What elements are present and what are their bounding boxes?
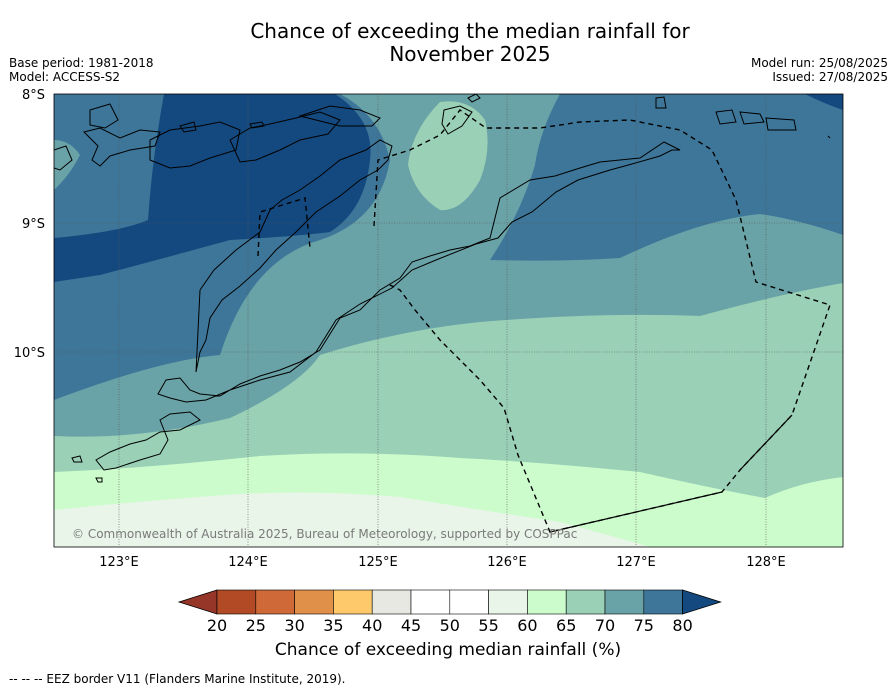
- colorbar-bin-65-70: [565, 589, 606, 615]
- region-55-60: [54, 492, 650, 547]
- lon-label-123e: 123°E: [99, 555, 139, 570]
- region-over-80: [54, 94, 371, 282]
- colorbar-bin-20-25: [216, 589, 257, 615]
- eez-border-solid: [549, 414, 793, 533]
- colorbar-tick-label: 45: [401, 616, 421, 635]
- region-over-80-ne: [805, 94, 843, 110]
- eez-border: [257, 109, 831, 533]
- title-line2: November 2025: [389, 42, 551, 66]
- colorbar-tick-label: 30: [284, 616, 304, 635]
- title-line1: Chance of exceeding the median rainfall …: [250, 19, 690, 43]
- map-area: © Commonwealth of Australia 2025, Bureau…: [54, 94, 843, 547]
- footer-legend: -- -- -- EEZ border V11 (Flanders Marine…: [9, 672, 346, 686]
- colorbar-tick-label: 25: [246, 616, 266, 635]
- model-run: Model run: 25/08/2025: [750, 56, 888, 70]
- meta-right: Model run: 25/08/2025 Issued: 27/08/2025: [751, 56, 888, 84]
- colorbar-tick-label: 80: [672, 616, 692, 635]
- colorbar-bin-50-55: [449, 589, 489, 615]
- colorbar-tick-label: 20: [207, 616, 227, 635]
- colorbar-label: Chance of exceeding median rainfall (%): [274, 640, 622, 660]
- colorbar-over-arrow: [682, 589, 722, 615]
- colorbar-bin-30-35: [294, 589, 334, 615]
- gridlines: [54, 94, 843, 547]
- region-70-75-west: [54, 140, 80, 190]
- colorbar: 20 25 30 35 40 45 50 55 60 65 70 75 80: [177, 589, 722, 635]
- colorbar-tick-label: 75: [634, 616, 654, 635]
- colorbar-bin-60-65: [527, 589, 567, 615]
- issued-date: Issued: 27/08/2025: [772, 70, 888, 84]
- colorbar-bin-70-75: [604, 589, 645, 615]
- lat-label-10s: 10°S: [14, 346, 45, 361]
- lon-label-128e: 128°E: [746, 555, 786, 570]
- lon-label-127e: 127°E: [616, 555, 656, 570]
- base-period: Base period: 1981-2018: [9, 56, 154, 70]
- colorbar-bin-55-60: [488, 589, 528, 615]
- colorbar-bin-35-40: [333, 589, 373, 615]
- colorbar-tick-label: 50: [440, 616, 460, 635]
- meta-left: Base period: 1981-2018 Model: ACCESS-S2: [9, 56, 154, 84]
- lat-label-8s: 8°S: [22, 88, 45, 103]
- colorbar-tick-label: 60: [517, 616, 537, 635]
- lon-label-126e: 126°E: [487, 555, 527, 570]
- region-65-70-north: [408, 101, 488, 211]
- lon-label-124e: 124°E: [228, 555, 268, 570]
- lon-label-125e: 125°E: [358, 555, 398, 570]
- copyright-text: © Commonwealth of Australia 2025, Bureau…: [72, 527, 577, 541]
- colorbar-bin-75-80: [643, 589, 683, 615]
- colorbar-tick-label: 65: [556, 616, 576, 635]
- colorbar-tick-label: 40: [362, 616, 382, 635]
- colorbar-bin-45-50: [410, 589, 451, 615]
- colorbar-under-arrow: [177, 589, 218, 615]
- map-frame: [53, 93, 844, 548]
- model-name: Model: ACCESS-S2: [9, 70, 121, 84]
- colorbar-tick-label: 55: [478, 616, 498, 635]
- colorbar-bin-40-45: [371, 589, 412, 615]
- colorbar-bin-25-30: [255, 589, 295, 615]
- chart-title: Chance of exceeding the median rainfall …: [0, 20, 896, 66]
- colorbar-tick-label: 35: [323, 616, 343, 635]
- lat-label-9s: 9°S: [22, 217, 45, 232]
- colorbar-tick-label: 70: [595, 616, 615, 635]
